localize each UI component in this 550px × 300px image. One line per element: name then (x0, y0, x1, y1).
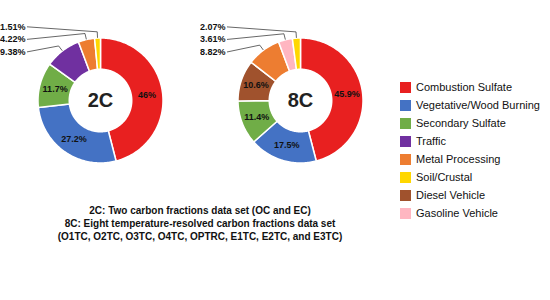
html-text:Gasoline Vehicle: Gasoline Vehicle (416, 207, 498, 219)
html-text:Diesel Vehicle: Diesel Vehicle (416, 189, 486, 201)
svg-text:2.07%: 2.07% (200, 22, 226, 32)
svg-text:1.51%: 1.51% (0, 22, 26, 32)
html-text:(O1TC, O2TC, O3TC, O4TC, OPTRC: (O1TC, O2TC, O3TC, O4TC, OPTRC, E1TC, E2… (57, 231, 343, 242)
svg-text:45.9%: 45.9% (334, 89, 360, 99)
svg-text:10.6%: 10.6% (243, 80, 269, 90)
html-text:Soil/Crustal: Soil/Crustal (416, 171, 473, 183)
svg-text:9.38%: 9.38% (0, 47, 26, 57)
svg-text:11.7%: 11.7% (43, 84, 68, 94)
html-text:2C: Two carbon fractions data: 2C: Two carbon fractions data set (OC an… (89, 205, 311, 216)
html-text:Metal Processing: Metal Processing (416, 153, 501, 165)
svg-text:11.4%: 11.4% (244, 112, 269, 122)
html-text:Vegetative/Wood Burning: Vegetative/Wood Burning (416, 99, 540, 111)
svg-text:8C: 8C (288, 89, 314, 111)
svg-text:17.5%: 17.5% (274, 140, 300, 150)
svg-text:8.82%: 8.82% (200, 47, 226, 57)
html-text:Traffic: Traffic (416, 135, 446, 147)
svg-text:2C: 2C (88, 89, 114, 111)
svg-text:27.2%: 27.2% (61, 134, 87, 144)
svg-text:3.61%: 3.61% (200, 34, 226, 44)
svg-text:4.22%: 4.22% (0, 34, 26, 44)
html-text:8C: Eight temperature-resolved: 8C: Eight temperature-resolved carbon fr… (64, 218, 336, 229)
html-text:Secondary Sulfate: Secondary Sulfate (416, 117, 506, 129)
svg-text:46%: 46% (138, 89, 156, 99)
html-text:Combustion Sulfate: Combustion Sulfate (416, 81, 512, 93)
